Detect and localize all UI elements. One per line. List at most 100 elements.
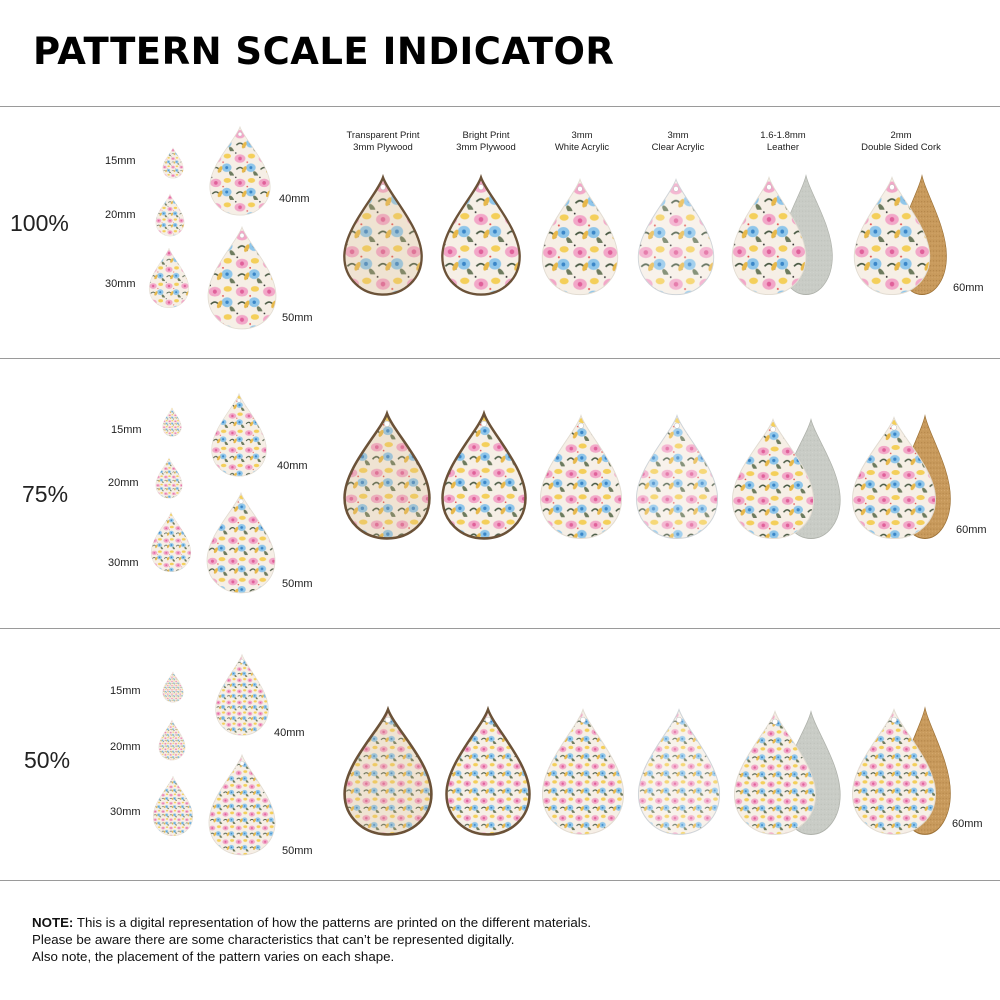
- size-label-60mm: 60mm: [953, 282, 984, 294]
- teardrop-shape: [853, 176, 931, 296]
- scale-label: 100%: [10, 210, 69, 236]
- size-label-50mm: 50mm: [282, 578, 313, 590]
- teardrop-shape: [343, 409, 431, 540]
- divider: [0, 358, 1000, 359]
- teardrop-shape: [731, 176, 807, 296]
- size-label-60mm: 60mm: [952, 818, 983, 830]
- hanging-hole: [384, 716, 392, 723]
- size-label-15mm: 15mm: [110, 685, 141, 697]
- disclaimer-note: NOTE: This is a digital representation o…: [32, 914, 972, 965]
- scale-label: 50%: [24, 747, 71, 773]
- sample-clear-acrylic-drop: [637, 177, 715, 296]
- swatch-15mm-drop: [162, 147, 184, 179]
- size-label-20mm: 20mm: [105, 209, 136, 221]
- hanging-hole: [237, 398, 241, 403]
- sample-bright-plywood-drop: [445, 705, 531, 836]
- hanging-hole: [384, 420, 390, 427]
- size-label-40mm: 40mm: [279, 193, 310, 205]
- hanging-hole: [891, 716, 897, 723]
- swatch-50mm-drop: [208, 753, 276, 856]
- sample-leather-drop: [733, 710, 817, 835]
- swatch-15mm-drop: [162, 671, 184, 703]
- column-header-cork: 2mm Double Sided Cork: [861, 130, 941, 153]
- hanging-hole: [673, 186, 679, 192]
- swatch-30mm-drop: [148, 247, 190, 309]
- teardrop-shape: [541, 177, 619, 296]
- teardrop-shape: [343, 705, 433, 836]
- teardrop-shape: [158, 719, 186, 761]
- sample-leather-drop: [731, 176, 807, 296]
- teardrop-shape: [733, 710, 817, 835]
- teardrop-shape: [539, 414, 623, 539]
- size-label-40mm: 40mm: [277, 460, 308, 472]
- teardrop-shape: [541, 708, 625, 835]
- swatch-15mm-drop: [162, 407, 182, 437]
- teardrop-shape: [445, 705, 531, 836]
- size-label-60mm: 60mm: [956, 524, 987, 536]
- sample-transparent-plywood-drop: [343, 409, 431, 540]
- scale-section-100: 100% 15mm 20mm 30mm 40mm 50mm 60mm: [0, 107, 1000, 358]
- hanging-hole: [237, 132, 243, 137]
- teardrop-shape: [441, 409, 527, 540]
- teardrop-shape: [851, 708, 937, 835]
- swatch-20mm-drop: [155, 193, 185, 237]
- hanging-hole: [674, 422, 680, 429]
- hanging-hole: [580, 716, 586, 723]
- note-line-2: Please be aware there are some character…: [32, 932, 515, 947]
- sample-bright-plywood-drop: [441, 409, 527, 540]
- divider: [0, 106, 1000, 107]
- hanging-hole: [770, 426, 776, 433]
- scale-label: 75%: [22, 481, 69, 507]
- size-label-40mm: 40mm: [274, 727, 305, 739]
- sample-clear-acrylic-drop: [635, 414, 719, 539]
- divider: [0, 628, 1000, 629]
- size-label-15mm: 15mm: [105, 155, 136, 167]
- column-header-leather: 1.6-1.8mm Leather: [760, 130, 806, 153]
- page-title: PATTERN SCALE INDICATOR: [33, 30, 615, 73]
- hanging-hole: [772, 718, 778, 725]
- teardrop-shape: [215, 653, 269, 736]
- hanging-hole: [239, 760, 245, 766]
- hanging-hole: [766, 184, 772, 190]
- sample-bright-plywood-drop: [441, 173, 521, 296]
- note-line-1: This is a digital representation of how …: [76, 915, 592, 930]
- hanging-hole: [578, 422, 584, 429]
- size-label-30mm: 30mm: [108, 557, 139, 569]
- sample-transparent-plywood-drop: [343, 173, 423, 296]
- size-label-50mm: 50mm: [282, 845, 313, 857]
- swatch-20mm-drop: [158, 719, 186, 761]
- size-label-20mm: 20mm: [108, 477, 139, 489]
- swatch-40mm-drop: [209, 125, 271, 216]
- column-header-bright-plywood: Bright Print 3mm Plywood: [456, 130, 516, 153]
- teardrop-shape: [206, 491, 276, 594]
- hanging-hole: [577, 186, 583, 192]
- scale-section-75: 75% 15mm 20mm 30mm 40mm 50mm 60mm: [0, 359, 1000, 628]
- sample-white-acrylic-drop: [541, 177, 619, 296]
- teardrop-shape: [208, 753, 276, 856]
- swatch-20mm-drop: [155, 457, 183, 499]
- teardrop-shape: [148, 247, 190, 309]
- swatch-50mm-drop: [206, 491, 276, 594]
- teardrop-shape: [207, 225, 277, 330]
- column-header-white-acrylic: 3mm White Acrylic: [554, 130, 610, 153]
- hanging-hole: [239, 233, 245, 238]
- swatch-40mm-drop: [211, 392, 267, 477]
- sample-transparent-plywood-drop: [343, 705, 433, 836]
- teardrop-shape: [441, 173, 521, 296]
- teardrop-shape: [211, 392, 267, 477]
- size-label-30mm: 30mm: [105, 278, 136, 290]
- hanging-hole: [380, 184, 386, 190]
- hanging-hole: [240, 659, 244, 664]
- teardrop-shape: [150, 511, 192, 573]
- teardrop-shape: [731, 418, 815, 540]
- sample-clear-acrylic-drop: [637, 708, 721, 835]
- column-header-transparent-plywood: Transparent Print 3mm Plywood: [346, 130, 420, 153]
- teardrop-shape: [162, 671, 184, 703]
- size-label-20mm: 20mm: [110, 741, 141, 753]
- sample-white-acrylic-drop: [539, 414, 623, 539]
- sample-cork-drop: [851, 416, 937, 539]
- hanging-hole: [478, 184, 484, 190]
- teardrop-shape: [637, 708, 721, 835]
- size-label-50mm: 50mm: [282, 312, 313, 324]
- sample-leather-drop: [731, 418, 815, 540]
